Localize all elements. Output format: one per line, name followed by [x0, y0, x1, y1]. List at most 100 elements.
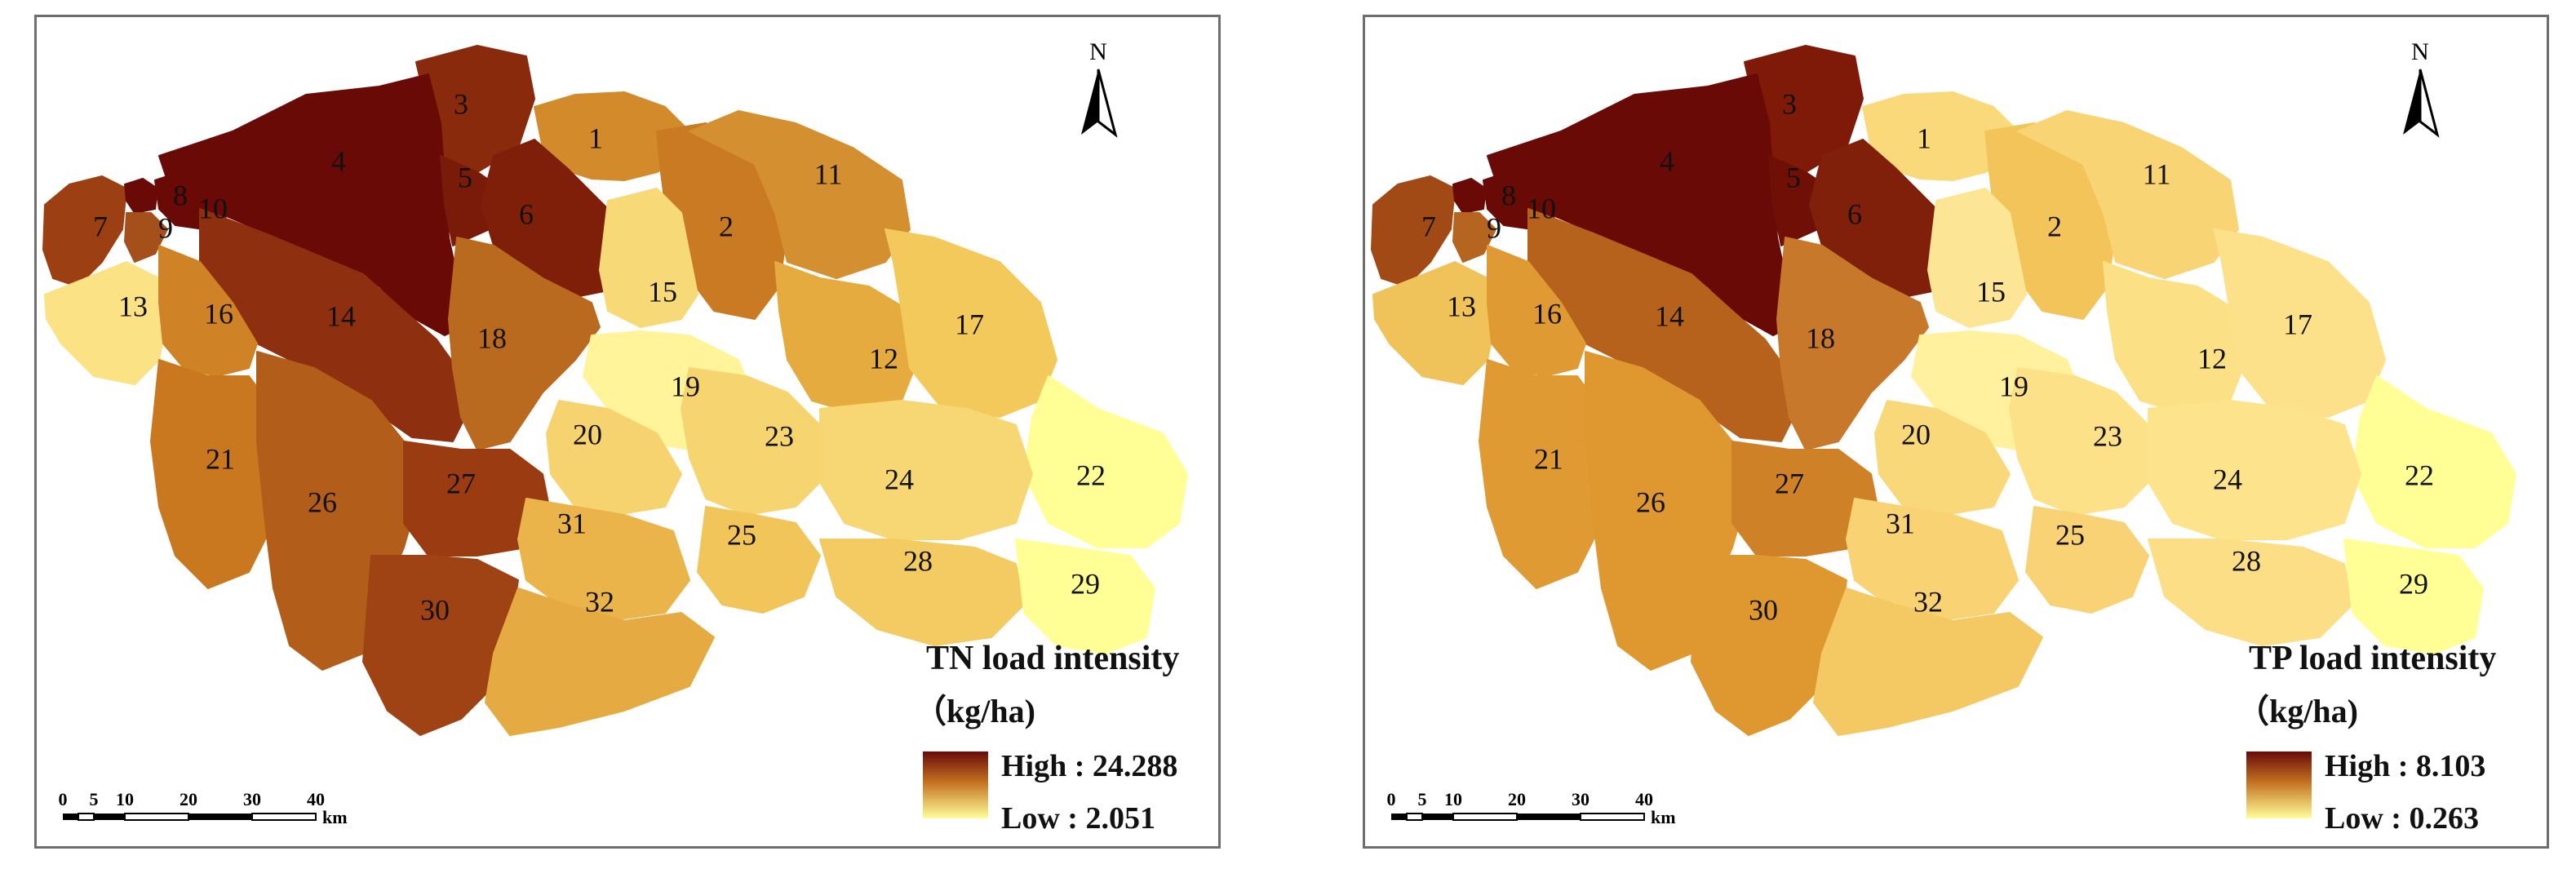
legend-title: TN load intensity [926, 640, 1180, 677]
svg-text:40: 40 [1635, 789, 1653, 809]
subbasin-label: 19 [671, 370, 700, 402]
subbasin-label: 25 [2055, 518, 2085, 551]
subbasin-label: 11 [814, 157, 843, 190]
subbasin-label: 8 [173, 179, 188, 211]
subbasin-24[interactable] [819, 400, 1033, 540]
subbasin-label: 14 [326, 299, 356, 332]
subbasin-9[interactable] [124, 212, 168, 263]
subbasin-label: 22 [1076, 459, 1106, 491]
svg-text:30: 30 [243, 789, 261, 809]
subbasin-24[interactable] [2148, 400, 2361, 540]
subbasin-28[interactable] [2148, 539, 2353, 646]
subbasin-label: 12 [2197, 342, 2227, 375]
subbasin-23[interactable] [2009, 367, 2157, 516]
subbasin-22[interactable] [2352, 375, 2516, 548]
tn-watershed-map: 1 2 3 4 5 6 7 8 9 10 11 12 13 14 15 16 1… [42, 45, 1188, 736]
subbasin-label: 10 [1527, 192, 1556, 224]
subbasin-label: 18 [1806, 321, 1835, 354]
subbasin-label: 20 [1901, 418, 1931, 450]
subbasin-label: 2 [719, 210, 734, 242]
subbasin-17[interactable] [2213, 228, 2386, 418]
svg-text:km: km [1651, 807, 1676, 827]
subbasin-18[interactable] [448, 237, 601, 450]
subbasin-label: 5 [1786, 161, 1801, 193]
legend-high-value: High : 24.288 [1001, 749, 1178, 783]
subbasin-22[interactable] [1023, 375, 1188, 548]
subbasin-label: 7 [93, 210, 108, 242]
subbasin-28[interactable] [819, 539, 1025, 646]
subbasin-label: 23 [2093, 419, 2122, 452]
legend-title: TP load intensity [2249, 640, 2497, 677]
subbasin-label: 22 [2405, 459, 2434, 491]
subbasin-25[interactable] [697, 506, 821, 614]
scale-bar: 0 5 10 20 30 40 km [53, 787, 363, 836]
subbasin-21[interactable] [1479, 359, 1611, 589]
subbasin-label: 4 [1660, 144, 1674, 177]
subbasin-25[interactable] [2025, 506, 2149, 614]
subbasin-label: 21 [206, 442, 235, 475]
subbasin-label: 18 [477, 321, 507, 354]
subbasin-7[interactable] [42, 175, 127, 287]
subbasin-9[interactable] [1452, 212, 1496, 263]
svg-text:40: 40 [307, 789, 325, 809]
subbasin-label: 5 [458, 161, 472, 193]
subbasin-label: 26 [308, 485, 337, 518]
svg-text:5: 5 [90, 789, 99, 809]
subbasin-label: 19 [1999, 370, 2028, 402]
subbasin-31[interactable] [1846, 498, 2019, 622]
subbasin-32[interactable] [485, 587, 715, 736]
subbasin-15[interactable] [599, 188, 698, 328]
subbasin-32[interactable] [1813, 587, 2043, 736]
svg-text:0: 0 [59, 789, 68, 809]
subbasin-8[interactable] [124, 178, 158, 214]
north-label: N [2411, 38, 2429, 65]
subbasin-label: 7 [1421, 210, 1436, 242]
subbasin-label: 24 [885, 463, 914, 495]
subbasin-21[interactable] [150, 359, 282, 589]
subbasin-16[interactable] [158, 245, 258, 377]
legend-color-ramp [923, 752, 988, 818]
legend-low-value: Low : 0.263 [2325, 801, 2479, 836]
subbasin-label: 13 [1447, 290, 1476, 322]
subbasin-label: 10 [198, 192, 228, 224]
subbasin-29[interactable] [1015, 539, 1155, 654]
subbasin-label: 3 [454, 87, 468, 120]
subbasin-18[interactable] [1776, 237, 1929, 450]
svg-text:0: 0 [1387, 789, 1396, 809]
legend-unit: （kg/ha) [2237, 693, 2358, 729]
svg-text:10: 10 [1444, 789, 1462, 809]
subbasin-8[interactable] [1452, 178, 1487, 214]
subbasin-label: 26 [1636, 485, 1665, 518]
north-label: N [1089, 38, 1107, 65]
subbasin-16[interactable] [1487, 245, 1586, 377]
subbasin-31[interactable] [517, 498, 690, 622]
subbasin-label: 20 [573, 418, 602, 450]
subbasin-7[interactable] [1371, 175, 1456, 287]
tn-map-panel: 1 2 3 4 5 6 7 8 9 10 11 12 13 14 15 16 1… [34, 15, 1221, 849]
subbasin-label: 28 [2232, 544, 2261, 577]
subbasin-label: 24 [2213, 463, 2242, 495]
subbasin-17[interactable] [885, 228, 1057, 418]
subbasin-label: 14 [1655, 299, 1684, 332]
subbasin-label: 11 [2143, 157, 2171, 190]
subbasin-20[interactable] [546, 400, 682, 516]
subbasin-20[interactable] [1874, 400, 2011, 516]
legend-unit: （kg/ha) [914, 693, 1035, 729]
subbasin-label: 13 [118, 290, 148, 322]
svg-text:5: 5 [1418, 789, 1427, 809]
subbasin-label: 32 [585, 585, 614, 618]
subbasin-label: 31 [1886, 507, 1915, 539]
subbasin-label: 9 [158, 211, 173, 244]
subbasin-29[interactable] [2343, 539, 2484, 654]
subbasin-label: 4 [331, 144, 346, 177]
subbasin-label: 16 [204, 297, 233, 330]
subbasin-label: 30 [1749, 593, 1778, 626]
subbasin-15[interactable] [1927, 188, 2027, 328]
subbasin-label: 23 [765, 419, 794, 452]
scale-bar: 0 5 10 20 30 40 km [1381, 787, 1691, 836]
subbasin-label: 27 [446, 467, 476, 499]
subbasin-23[interactable] [681, 367, 829, 516]
legend-color-ramp [2246, 752, 2312, 818]
subbasin-label: 15 [648, 275, 677, 308]
subbasin-label: 29 [2399, 567, 2428, 600]
